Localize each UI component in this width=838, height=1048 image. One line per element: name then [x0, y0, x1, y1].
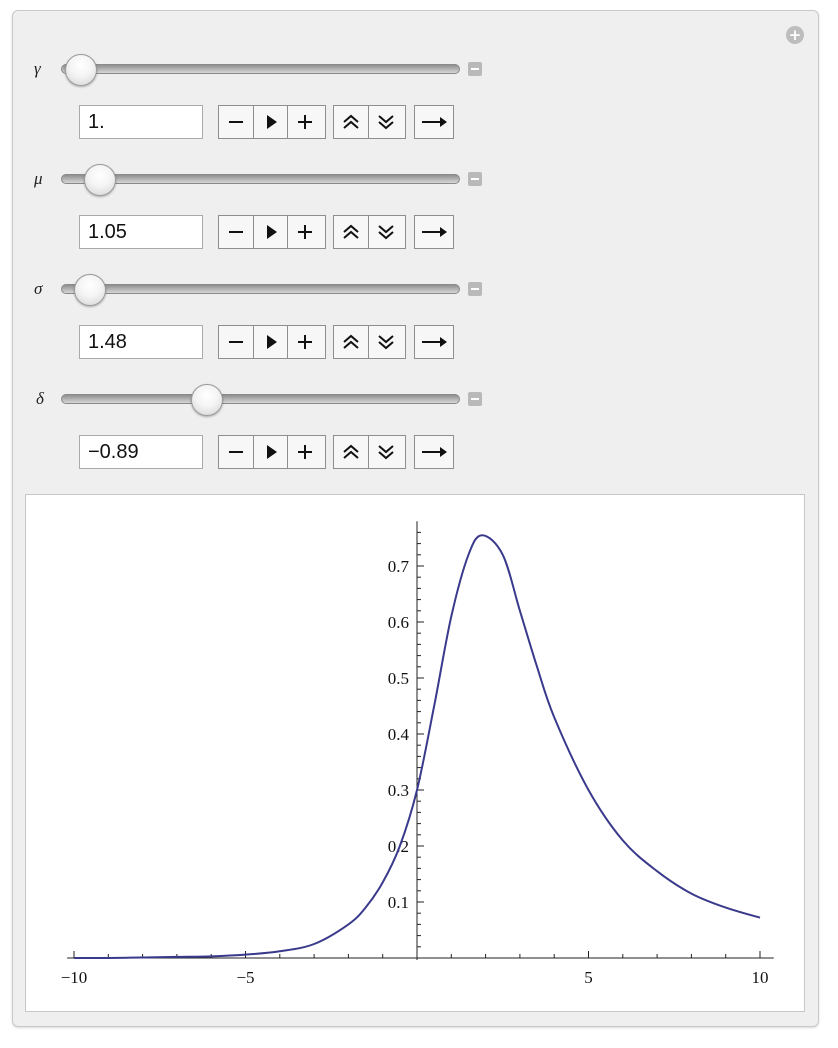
arrow-right-icon[interactable]	[415, 216, 453, 248]
arrow-right-icon[interactable]	[415, 326, 453, 358]
plus-icon[interactable]	[287, 436, 321, 468]
plot-area: −10 −5 5 10 0.1 0.2 0.3 0.4 0.5 0.6 0.7	[25, 494, 805, 1012]
mu-direction-control	[414, 215, 454, 249]
play-icon[interactable]	[253, 106, 287, 138]
sigma-label: σ	[34, 279, 43, 298]
sigma-input[interactable]: 1.48	[79, 325, 203, 359]
y-tick-label: 0.6	[388, 613, 409, 632]
mu-slider-thumb[interactable]	[84, 164, 116, 196]
double-chevron-up-icon[interactable]	[334, 326, 368, 358]
double-chevron-down-icon[interactable]	[368, 106, 402, 138]
mu-collapse-icon[interactable]	[468, 172, 482, 186]
minus-icon[interactable]	[219, 326, 253, 358]
x-tick-label: 10	[752, 968, 769, 987]
y-tick-label: 0.5	[388, 669, 409, 688]
x-tick-label: −10	[61, 968, 88, 987]
delta-label: δ	[36, 389, 44, 408]
sigma-speed-controls	[333, 325, 406, 359]
delta-step-controls	[218, 435, 326, 469]
y-tick-label: 0.1	[388, 893, 409, 912]
gamma-input[interactable]: 1.	[79, 105, 203, 139]
double-chevron-up-icon[interactable]	[334, 106, 368, 138]
delta-slider-track[interactable]	[61, 394, 460, 404]
plus-icon[interactable]	[287, 106, 321, 138]
sigma-slider-thumb[interactable]	[74, 274, 106, 306]
gamma-step-controls	[218, 105, 326, 139]
mu-step-controls	[218, 215, 326, 249]
gamma-collapse-icon[interactable]	[468, 62, 482, 76]
x-tick-label: 5	[584, 968, 593, 987]
sigma-slider-track[interactable]	[61, 284, 460, 294]
plus-icon[interactable]	[287, 326, 321, 358]
play-icon[interactable]	[253, 216, 287, 248]
plus-icon[interactable]	[287, 216, 321, 248]
plus-circle-icon[interactable]: +	[786, 26, 804, 44]
sigma-collapse-icon[interactable]	[468, 282, 482, 296]
minus-icon[interactable]	[219, 106, 253, 138]
delta-direction-control	[414, 435, 454, 469]
gamma-label: γ	[34, 59, 41, 78]
y-tick-label: 0.4	[388, 725, 410, 744]
gamma-slider-track[interactable]	[61, 64, 460, 74]
sigma-step-controls	[218, 325, 326, 359]
double-chevron-down-icon[interactable]	[368, 326, 402, 358]
delta-slider-thumb[interactable]	[191, 384, 223, 416]
series-line	[73, 534, 761, 960]
gamma-speed-controls	[333, 105, 406, 139]
double-chevron-down-icon[interactable]	[368, 436, 402, 468]
gamma-direction-control	[414, 105, 454, 139]
play-icon[interactable]	[253, 436, 287, 468]
arrow-right-icon[interactable]	[415, 436, 453, 468]
delta-input[interactable]: −0.89	[79, 435, 203, 469]
gamma-slider-thumb[interactable]	[65, 54, 97, 86]
mu-label: μ	[34, 169, 43, 188]
y-tick-label: 0.7	[388, 557, 410, 576]
delta-collapse-icon[interactable]	[468, 392, 482, 406]
mu-speed-controls	[333, 215, 406, 249]
double-chevron-up-icon[interactable]	[334, 436, 368, 468]
delta-speed-controls	[333, 435, 406, 469]
x-tick-label: −5	[236, 968, 254, 987]
play-icon[interactable]	[253, 326, 287, 358]
double-chevron-up-icon[interactable]	[334, 216, 368, 248]
y-tick-label: 0.3	[388, 781, 409, 800]
mu-input[interactable]: 1.05	[79, 215, 203, 249]
double-chevron-down-icon[interactable]	[368, 216, 402, 248]
arrow-right-icon[interactable]	[415, 106, 453, 138]
chart-svg: −10 −5 5 10 0.1 0.2 0.3 0.4 0.5 0.6 0.7	[61, 521, 774, 987]
sigma-direction-control	[414, 325, 454, 359]
minus-icon[interactable]	[219, 216, 253, 248]
minus-icon[interactable]	[219, 436, 253, 468]
y-tick-label: 0.2	[388, 837, 409, 856]
mu-slider-track[interactable]	[61, 174, 460, 184]
